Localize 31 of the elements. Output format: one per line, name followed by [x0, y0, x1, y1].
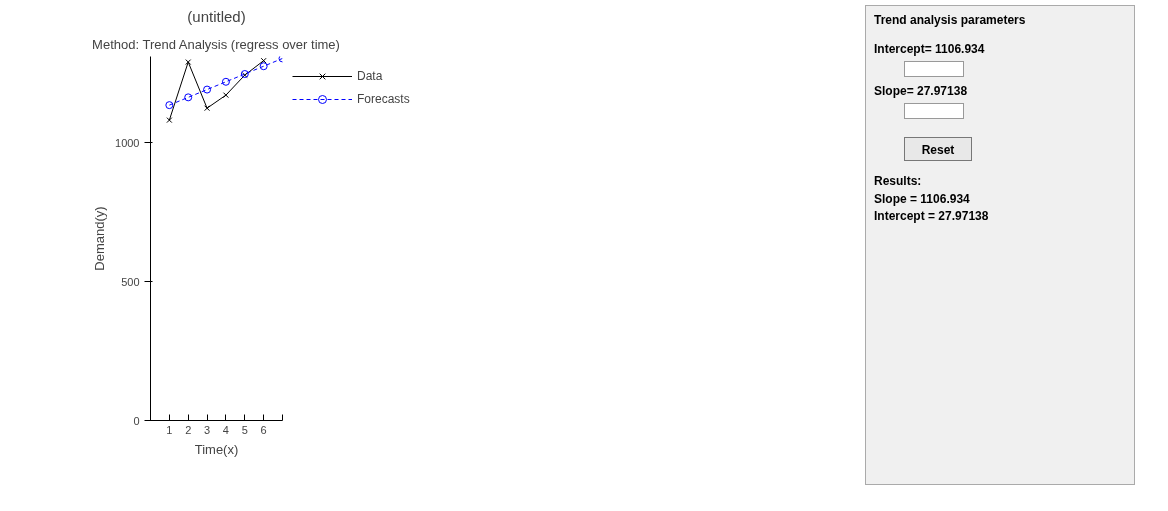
text: Trend analysis parameters: [874, 12, 1026, 29]
x-tick-label: 4: [222, 423, 229, 436]
chart-title: (untitled): [187, 7, 246, 25]
y-tick-label: 1000: [115, 136, 140, 149]
point: [222, 92, 229, 99]
x-tick-label: 5: [241, 423, 248, 436]
text: Slope = 1106.934: [874, 190, 971, 208]
point: [166, 117, 173, 124]
point: [204, 105, 211, 112]
x-tick-label: 3: [204, 423, 211, 436]
point: [184, 93, 193, 102]
x-axis-title: Time(x): [194, 441, 239, 457]
point: [221, 77, 230, 86]
legend-label: Forecasts: [357, 92, 410, 106]
y-tick-label: 0: [133, 414, 140, 427]
text: Intercept= 1106.934: [874, 41, 986, 59]
point: [259, 62, 268, 71]
point: [185, 59, 192, 66]
x-tick-label: 2: [185, 423, 192, 436]
y-axis-title: Demand(y): [92, 206, 108, 271]
point: [203, 85, 212, 94]
x-tick-label: 1: [166, 423, 173, 436]
text: Intercept = 27.97138: [874, 207, 990, 225]
chart-subtitle: Method: Trend Analysis (regress over time): [92, 36, 340, 52]
legend-label: Data: [357, 69, 383, 83]
x-tick-label: 6: [260, 423, 267, 436]
text: Reset: [904, 137, 972, 162]
point: [165, 101, 174, 110]
text: Results:: [874, 173, 923, 191]
text: Slope= 27.97138: [874, 83, 969, 101]
y-tick-label: 500: [121, 275, 140, 288]
